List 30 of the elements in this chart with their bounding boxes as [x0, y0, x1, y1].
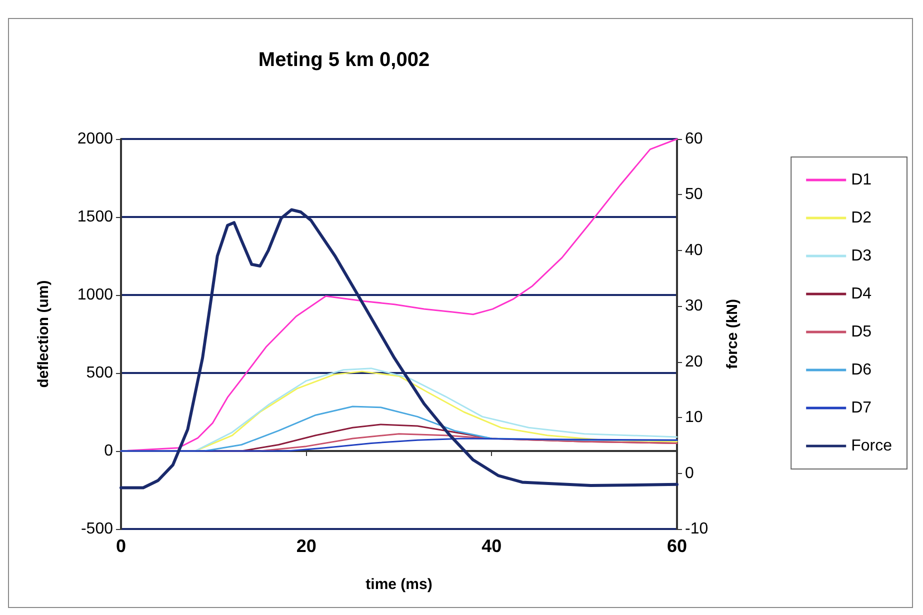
legend-label: D6 — [851, 362, 872, 378]
y-tick-label: 1500 — [77, 208, 114, 226]
x-tick-label: 0 — [116, 536, 126, 556]
y-tick-label: 1000 — [77, 286, 114, 304]
y2-tick-label: 0 — [685, 464, 694, 482]
y2-tick-label: 50 — [685, 186, 703, 204]
legend-label: D7 — [851, 400, 872, 416]
legend-label: D3 — [851, 248, 872, 264]
chart-title: Meting 5 km 0,002 — [258, 49, 430, 71]
y-tick-label: 2000 — [77, 130, 114, 148]
y-tick-label: 500 — [86, 364, 114, 382]
y2-tick-label: 10 — [685, 409, 703, 426]
y2-tick-label: -10 — [685, 520, 708, 538]
legend-label: D2 — [851, 210, 872, 226]
y2-axis-title: force (kN) — [724, 298, 741, 370]
x-tick-label: 40 — [482, 536, 502, 556]
legend-label: D1 — [851, 172, 872, 188]
x-tick-label: 60 — [666, 536, 688, 556]
y2-tick-label: 30 — [685, 298, 703, 315]
x-axis-title: time (ms) — [366, 576, 432, 593]
legend-label: D5 — [851, 324, 872, 340]
y2-tick-label: 40 — [685, 242, 703, 259]
y2-tick-label: 60 — [685, 130, 703, 148]
y-tick-label: -500 — [80, 520, 114, 538]
legend-label: D4 — [851, 286, 872, 302]
x-tick-label: 20 — [296, 536, 316, 556]
legend-label: Force — [851, 438, 892, 454]
y-axis-title: deflection (um) — [35, 280, 52, 388]
y2-tick-label: 20 — [685, 353, 703, 370]
y-tick-label: 0 — [104, 442, 114, 460]
